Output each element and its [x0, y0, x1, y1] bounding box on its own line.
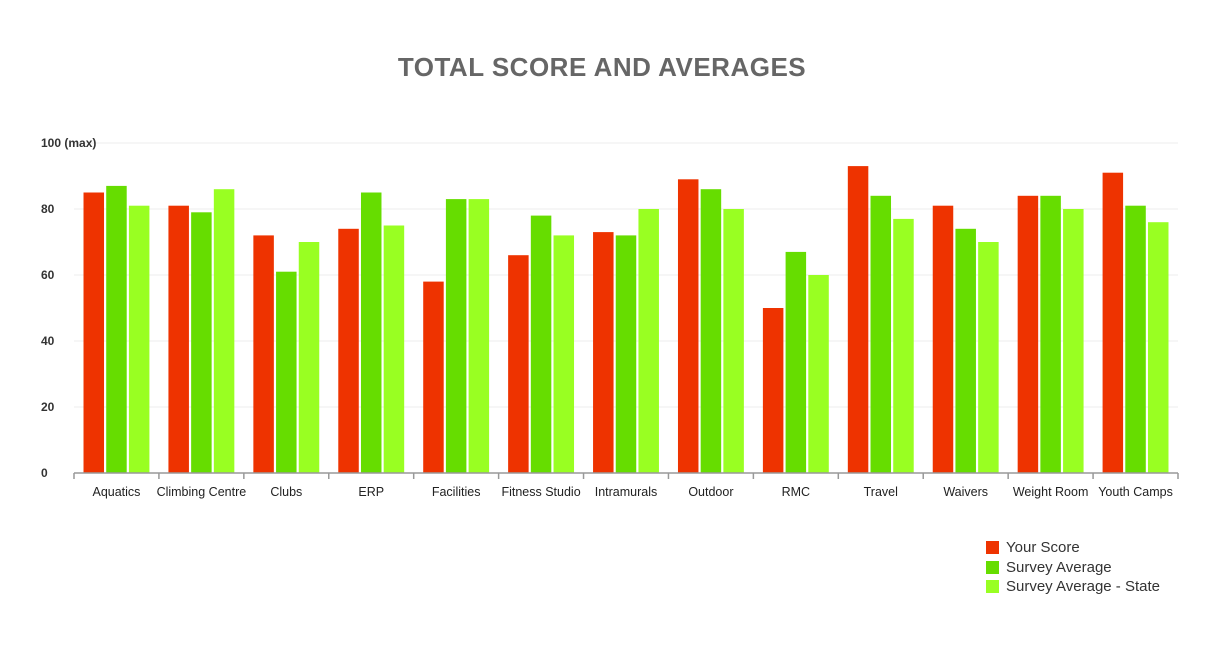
x-tick-label: Aquatics	[92, 485, 140, 499]
bar-survey-average-state-rmc[interactable]	[808, 275, 829, 473]
x-tick-label: ERP	[358, 485, 384, 499]
y-tick-label: 100 (max)	[41, 136, 96, 150]
x-tick-label: Outdoor	[688, 485, 733, 499]
bar-your-score-facilities[interactable]	[423, 281, 444, 473]
bar-your-score-rmc[interactable]	[762, 308, 784, 473]
bar-survey-average-state-aquatics[interactable]	[128, 205, 150, 473]
legend-label: Survey Average	[1006, 558, 1112, 576]
bar-survey-average-intramurals[interactable]	[615, 235, 637, 473]
bar-your-score-erp[interactable]	[338, 228, 359, 473]
bar-survey-average-rmc[interactable]	[785, 251, 807, 473]
x-tick-label: Fitness Studio	[501, 485, 580, 499]
legend-item-survey-average[interactable]: Survey Average	[986, 558, 1160, 578]
bar-survey-average-outdoor[interactable]	[700, 189, 722, 473]
x-tick-label: Facilities	[432, 485, 481, 499]
bar-survey-average-state-intramurals[interactable]	[638, 209, 659, 473]
bar-survey-average-state-waivers[interactable]	[978, 242, 999, 473]
bar-survey-average-facilities[interactable]	[445, 199, 467, 473]
bar-survey-average-erp[interactable]	[360, 192, 382, 474]
bar-survey-average-state-climbing-centre[interactable]	[213, 189, 235, 473]
bar-your-score-outdoor[interactable]	[677, 179, 699, 474]
y-tick-label: 60	[41, 268, 55, 282]
bar-survey-average-aquatics[interactable]	[106, 185, 127, 473]
bar-survey-average-state-erp[interactable]	[383, 225, 405, 474]
legend-item-survey-average-state[interactable]: Survey Average - State	[986, 577, 1160, 597]
x-tick-label: Youth Camps	[1098, 485, 1173, 499]
legend: Your Score Survey Average Survey Average…	[986, 538, 1160, 597]
bar-your-score-intramurals[interactable]	[593, 232, 614, 473]
bar-survey-average-state-youth-camps[interactable]	[1147, 222, 1169, 473]
bar-your-score-clubs[interactable]	[253, 235, 274, 473]
chart-title: TOTAL SCORE AND AVERAGES	[397, 52, 807, 82]
x-tick-label: Intramurals	[595, 485, 658, 499]
x-axis	[73, 472, 1179, 479]
bar-survey-average-youth-camps[interactable]	[1125, 205, 1146, 473]
y-tick-label: 20	[41, 400, 55, 414]
y-tick-label: 40	[41, 334, 55, 348]
x-tick-label: RMC	[782, 485, 810, 499]
legend-item-your-score[interactable]: Your Score	[986, 538, 1160, 558]
legend-label: Your Score	[1006, 539, 1080, 557]
bar-your-score-weight-room[interactable]	[1017, 195, 1039, 474]
bar-survey-average-state-clubs[interactable]	[298, 242, 320, 473]
y-tick-label: 80	[41, 202, 55, 216]
bar-survey-average-state-weight-room[interactable]	[1063, 209, 1084, 473]
x-tick-label: Travel	[864, 485, 898, 499]
bar-your-score-youth-camps[interactable]	[1102, 172, 1124, 473]
bar-your-score-waivers[interactable]	[932, 205, 954, 473]
bar-survey-average-state-travel[interactable]	[893, 218, 914, 473]
bars	[83, 166, 1169, 474]
legend-swatch	[986, 580, 999, 594]
bar-survey-average-fitness-studio[interactable]	[530, 215, 552, 473]
bar-your-score-climbing-centre[interactable]	[168, 205, 189, 473]
legend-swatch	[986, 541, 999, 555]
bar-survey-average-weight-room[interactable]	[1040, 195, 1061, 474]
x-tick-label: Weight Room	[1013, 485, 1089, 499]
bar-survey-average-waivers[interactable]	[955, 228, 976, 473]
x-tick-label: Climbing Centre	[157, 485, 247, 499]
bar-survey-average-climbing-centre[interactable]	[191, 212, 212, 474]
bar-your-score-aquatics[interactable]	[83, 192, 105, 474]
y-tick-labels: 0 20 40 60 80 100 (max)	[41, 136, 96, 480]
bar-your-score-fitness-studio[interactable]	[508, 255, 529, 473]
bar-survey-average-travel[interactable]	[870, 195, 892, 474]
x-tick-labels: Aquatics Climbing Centre Clubs ERP Facilitie…	[92, 485, 1172, 499]
bar-survey-average-state-outdoor[interactable]	[723, 209, 744, 473]
bar-survey-average-state-facilities[interactable]	[468, 199, 490, 473]
bar-survey-average-clubs[interactable]	[276, 271, 297, 473]
bar-survey-average-state-fitness-studio[interactable]	[553, 235, 575, 473]
y-tick-label: 0	[41, 466, 48, 480]
x-tick-label: Waivers	[943, 485, 988, 499]
x-tick-label: Clubs	[270, 485, 302, 499]
legend-label: Survey Average - State	[1006, 578, 1160, 596]
legend-swatch	[986, 560, 999, 574]
bar-your-score-travel[interactable]	[847, 166, 869, 473]
